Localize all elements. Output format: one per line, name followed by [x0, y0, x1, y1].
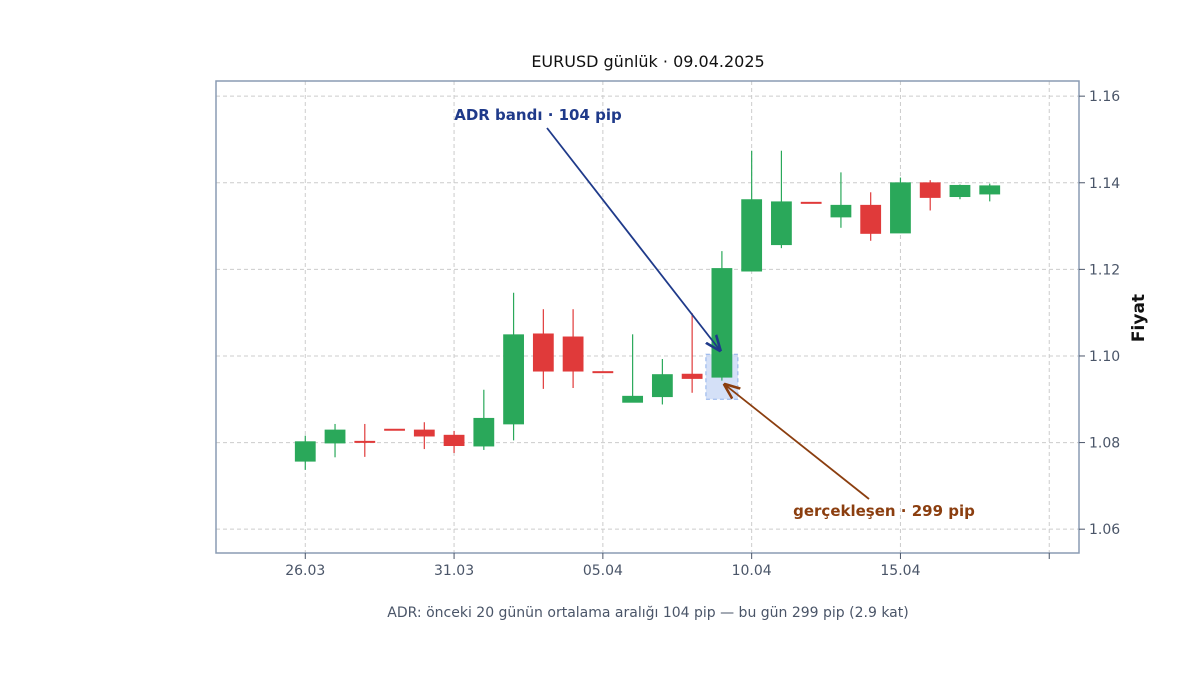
candle-down — [562, 309, 584, 389]
chart-footnote: ADR: önceki 20 günün ortalama aralığı 10… — [387, 605, 908, 621]
candle-up — [324, 423, 346, 458]
candle-down — [860, 192, 882, 241]
candle-down — [681, 313, 703, 393]
candle-down — [384, 428, 405, 431]
candle-body — [860, 204, 882, 234]
y-tick-label: 1.14 — [1089, 176, 1120, 192]
candle-down — [413, 422, 435, 450]
candle-body — [473, 417, 495, 447]
y-tick-label: 1.08 — [1089, 436, 1120, 452]
realized-annotation-label: gerçekleşen · 299 pip — [793, 502, 975, 520]
realized-annotation-arrow — [725, 385, 870, 500]
candles-layer — [294, 150, 1001, 470]
candle-up — [979, 183, 1001, 202]
plot-frame — [215, 80, 1080, 554]
candle-body — [294, 441, 316, 462]
candle-body — [532, 333, 554, 372]
candle-up — [830, 172, 852, 228]
candle-body — [979, 185, 1001, 195]
grid-layer — [216, 81, 1079, 553]
candle-body — [830, 204, 852, 218]
candle-up — [651, 359, 673, 405]
candle-body — [622, 395, 644, 403]
candle-up — [473, 389, 495, 450]
candle-body — [741, 199, 763, 272]
candle-body — [562, 336, 584, 372]
candle-down — [919, 180, 941, 211]
y-tick-label: 1.16 — [1089, 89, 1120, 105]
candle-down — [592, 371, 614, 374]
candle-up — [949, 184, 971, 200]
candle-body — [949, 184, 971, 198]
candle-body — [354, 440, 376, 443]
x-tick-label: 10.04 — [732, 563, 772, 579]
y-tick-label: 1.10 — [1089, 349, 1120, 365]
x-tick-label: 05.04 — [583, 563, 623, 579]
candle-down — [354, 423, 376, 457]
candle-down — [443, 430, 465, 453]
candle-body — [651, 374, 673, 398]
candle-down — [800, 201, 822, 204]
x-tick-label: 15.04 — [880, 563, 920, 579]
candle-up — [503, 292, 524, 441]
chart-title: EURUSD günlük · 09.04.2025 — [531, 52, 764, 71]
candle-up — [711, 251, 733, 381]
x-tick-label: 26.03 — [285, 563, 325, 579]
candle-body — [443, 434, 465, 447]
candle-body — [384, 428, 405, 431]
candle-body — [681, 373, 703, 379]
adr-annotation-arrow — [546, 127, 720, 350]
candle-up — [294, 435, 316, 470]
y-tick-label: 1.06 — [1089, 522, 1120, 538]
candle-body — [592, 371, 614, 374]
candle-body — [413, 429, 435, 437]
axis-layer: 1.06 1.08 1.10 1.12 1.14 1.16 26.03 31.03 05.04 1… — [285, 89, 1120, 579]
candle-up — [771, 150, 792, 249]
candle-up — [622, 334, 644, 403]
candle-body — [919, 182, 941, 198]
annotation-layer: ADR bandı · 104 pip gerçekleşen · 299 pi… — [454, 106, 975, 520]
candle-body — [503, 334, 524, 425]
candle-up — [890, 177, 911, 234]
adr-annotation-label: ADR bandı · 104 pip — [454, 106, 622, 124]
y-axis-label: Fiyat — [1129, 294, 1149, 342]
candle-body — [711, 268, 733, 378]
candle-up — [741, 150, 763, 272]
candle-body — [890, 182, 911, 234]
candle-body — [800, 201, 822, 204]
candle-body — [771, 201, 792, 246]
y-tick-label: 1.12 — [1089, 262, 1120, 278]
candle-body — [324, 429, 346, 444]
x-tick-label: 31.03 — [434, 563, 474, 579]
candle-down — [532, 309, 554, 389]
